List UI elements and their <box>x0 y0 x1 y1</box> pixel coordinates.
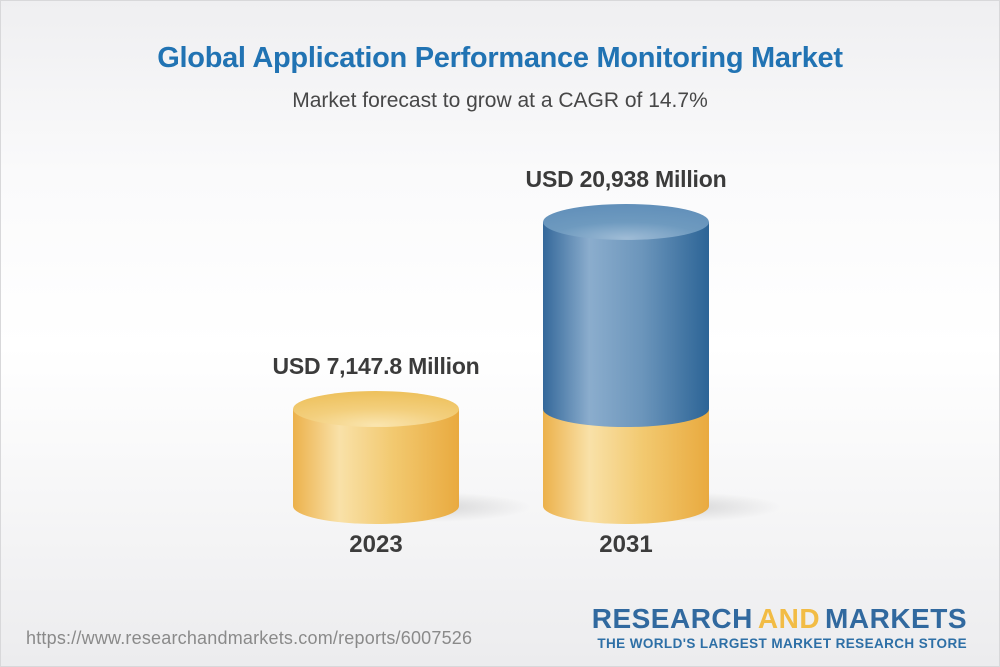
source-url: https://www.researchandmarkets.com/repor… <box>26 628 473 648</box>
value-label-2023: USD 7,147.8 Million <box>272 353 480 380</box>
chart-subtitle: Market forecast to grow at a CAGR of 14.… <box>292 89 708 112</box>
brand-tagline: THE WORLD'S LARGEST MARKET RESEARCH STOR… <box>597 636 967 651</box>
value-label-2031: USD 20,938 Million <box>525 166 727 192</box>
axis-label-2023: 2023 <box>349 531 403 558</box>
logo-word-and: AND <box>757 603 821 634</box>
axis-label-2031: 2031 <box>599 531 653 558</box>
chart-title: Global Application Performance Monitorin… <box>157 42 843 74</box>
brand-logo: RESEARCH AND MARKETS THE WORLD'S LARGEST M… <box>592 605 967 652</box>
brand-wordmark: RESEARCH AND MARKETS <box>592 605 967 633</box>
logo-word-markets: MARKETS <box>825 603 967 634</box>
logo-word-research: RESEARCH <box>591 603 753 634</box>
